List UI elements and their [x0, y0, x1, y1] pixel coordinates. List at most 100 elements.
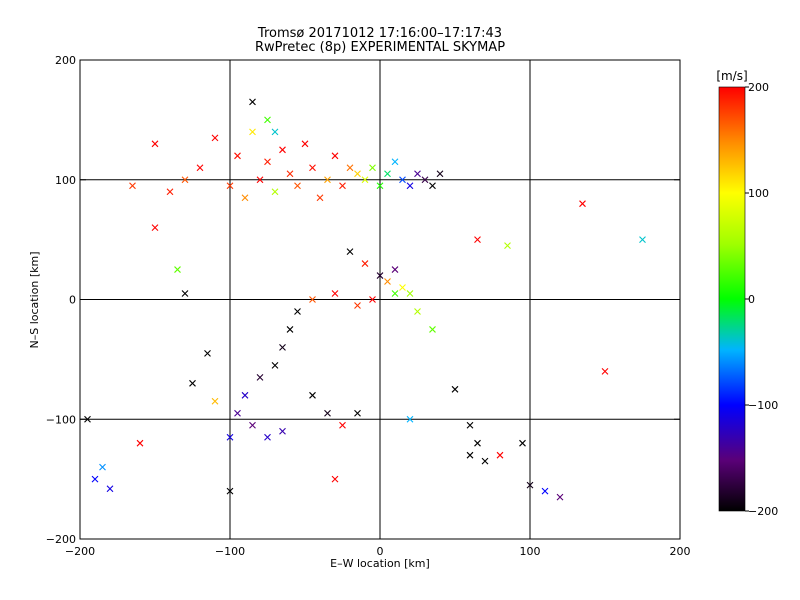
colorbar-unit-label: [m/s]	[716, 69, 747, 83]
colorbar-tick-label: −100	[748, 399, 778, 412]
data-point-cross	[256, 176, 264, 184]
data-point-cross	[226, 487, 234, 495]
y-tick-label: 0	[69, 294, 76, 307]
chart-subtitle: RwPretec (8p) EXPERIMENTAL SKYMAP	[254, 40, 506, 55]
data-point-cross	[271, 128, 279, 136]
data-point-cross	[346, 248, 354, 255]
y-tick-label: 200	[55, 54, 76, 67]
data-point-cross	[384, 170, 391, 178]
data-point-cross	[526, 481, 534, 489]
data-point-cross	[399, 284, 406, 291]
data-point-cross	[301, 140, 309, 148]
colorbar-tick-label: 100	[748, 187, 769, 200]
data-point-cross	[294, 182, 301, 190]
data-point-cross	[361, 176, 369, 184]
data-point-cross	[519, 439, 526, 447]
y-tick-label: −100	[46, 413, 76, 426]
data-point-cross	[504, 242, 511, 250]
data-point-cross	[429, 182, 436, 190]
data-point-cross	[384, 278, 391, 285]
colorbar	[718, 86, 746, 512]
data-point-cross	[226, 433, 234, 441]
data-point-cross	[414, 308, 421, 315]
data-point-cross	[256, 373, 264, 381]
data-point-cross	[406, 290, 414, 297]
data-point-cross	[474, 439, 481, 447]
data-point-cross	[286, 326, 294, 333]
data-point-cross	[279, 427, 286, 435]
data-point-cross	[369, 164, 376, 172]
data-point-cross	[496, 451, 504, 459]
data-point-cross	[279, 344, 286, 351]
data-point-cross	[436, 170, 444, 178]
x-axis-label: E–W location [km]	[330, 557, 430, 570]
y-tick-label: 100	[55, 174, 76, 187]
data-point-cross	[474, 236, 481, 244]
data-point-cross	[406, 182, 414, 190]
data-point-cross	[579, 200, 586, 208]
colorbar-tick-label: 0	[748, 293, 755, 306]
y-axis-label: N–S location [km]	[28, 251, 41, 348]
data-point-cross	[196, 164, 204, 172]
data-point-cross	[324, 409, 331, 417]
data-point-cross	[414, 170, 421, 178]
data-point-cross	[91, 475, 99, 483]
data-point-cross	[264, 116, 271, 124]
data-point-cross	[181, 290, 189, 297]
data-point-cross	[226, 182, 234, 190]
data-point-cross	[406, 415, 414, 423]
data-point-cross	[166, 188, 174, 196]
x-tick-label: −200	[65, 545, 95, 558]
data-point-cross	[99, 463, 106, 471]
data-point-cross	[249, 421, 256, 429]
data-point-cross	[376, 182, 384, 190]
chart-title: Tromsø 20171012 17:16:00–17:17:43	[257, 26, 503, 41]
colorbar-ticks: 200 100 0 −100 −200	[745, 81, 778, 518]
data-point-cross	[331, 475, 339, 483]
data-point-cross	[481, 457, 489, 465]
x-tick-label: −100	[215, 545, 245, 558]
data-point-cross	[309, 296, 316, 303]
data-point-cross	[309, 164, 316, 172]
x-axis-ticks: −200 −100 0 100 200	[65, 60, 691, 558]
data-point-cross	[264, 433, 271, 441]
data-point-cross	[331, 152, 339, 160]
data-point-cross	[354, 409, 361, 417]
data-point-cross	[451, 385, 459, 393]
data-point-cross	[316, 194, 324, 202]
data-point-cross	[271, 188, 279, 196]
data-point-cross	[241, 194, 249, 202]
data-point-cross	[181, 176, 189, 184]
data-point-cross	[241, 391, 249, 399]
data-point-cross	[271, 361, 279, 369]
data-point-cross	[354, 170, 361, 178]
data-point-cross	[639, 236, 646, 244]
x-tick-label: 0	[377, 545, 384, 558]
data-point-cross	[429, 326, 436, 333]
data-point-cross	[204, 349, 211, 357]
data-point-cross	[376, 272, 384, 279]
data-point-cross	[339, 421, 346, 429]
data-point-cross	[541, 487, 549, 495]
y-axis-ticks: −200 −100 0 100 200	[46, 54, 680, 546]
data-point-cross	[346, 164, 354, 172]
data-point-cross	[421, 176, 429, 184]
data-point-cross	[309, 391, 316, 399]
data-point-cross	[151, 224, 159, 232]
data-point-cross	[189, 379, 196, 387]
data-point-cross	[601, 367, 609, 375]
data-point-cross	[331, 290, 339, 297]
y-tick-label: −200	[46, 533, 76, 546]
data-point-cross	[211, 134, 219, 142]
data-point-cross	[106, 485, 114, 493]
data-point-cross	[391, 290, 399, 297]
data-point-cross	[369, 296, 376, 303]
data-point-cross	[136, 439, 144, 447]
data-point-cross	[174, 266, 181, 273]
data-point-cross	[249, 128, 256, 136]
data-point-cross	[556, 493, 564, 501]
data-point-cross	[339, 182, 346, 190]
data-point-cross	[151, 140, 159, 148]
colorbar-tick-label: −200	[748, 505, 778, 518]
